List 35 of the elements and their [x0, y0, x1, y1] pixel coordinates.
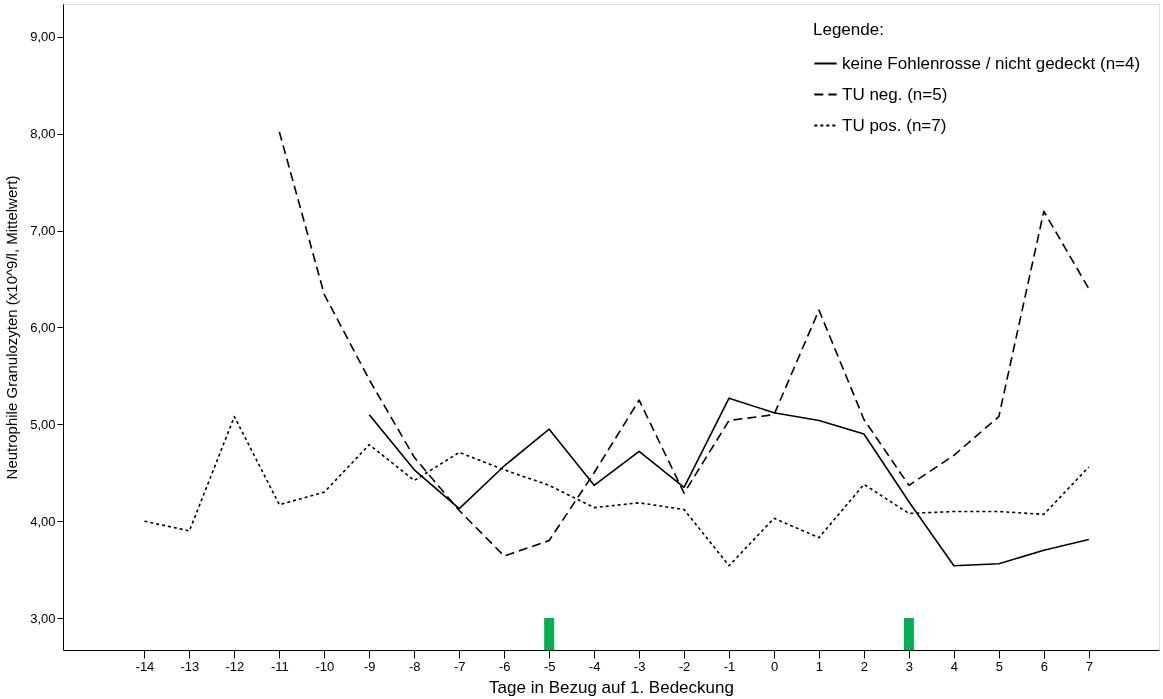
x-axis-title: Tage in Bezug auf 1. Bedeckung: [489, 677, 734, 697]
x-tick-label: -8: [408, 658, 421, 674]
x-tick-label: -12: [225, 658, 245, 674]
x-tick-label: -6: [498, 658, 511, 674]
x-tick-label: -13: [180, 658, 200, 674]
x-tick-label: -4: [588, 658, 601, 674]
legend-title: Legende:: [813, 20, 884, 39]
y-tick-label: 8,00: [30, 126, 56, 142]
x-tick-label: 1: [815, 658, 824, 674]
x-tick-label: 2: [860, 658, 869, 674]
x-tick-label: 0: [770, 658, 779, 674]
y-tick-label: 6,00: [30, 319, 56, 335]
y-tick-label: 9,00: [30, 29, 56, 45]
y-tick-label: 3,00: [30, 610, 56, 626]
x-tick-label: 5: [995, 658, 1003, 674]
x-tick-label: -7: [453, 658, 466, 674]
x-tick-label: 7: [1085, 658, 1093, 674]
x-tick-label: -1: [723, 658, 736, 674]
x-tick-label: 6: [1040, 658, 1048, 674]
y-tick-label: 7,00: [30, 223, 56, 239]
legend-label: TU pos. (n=7): [842, 115, 947, 135]
x-tick-label: -11: [270, 658, 289, 674]
y-tick-label: 5,00: [30, 416, 56, 432]
x-tick-label: -9: [364, 658, 376, 674]
x-tick-label: 3: [905, 658, 914, 674]
x-tick-label: -3: [633, 658, 646, 674]
legend-label: TU neg. (n=5): [842, 84, 948, 104]
x-tick-label: -14: [135, 658, 155, 674]
y-tick-label: 4,00: [30, 513, 56, 529]
x-tick-label: -5: [543, 658, 556, 674]
y-axis-title: Neutrophile Granulozyten (x10^9/l, Mittelwert): [3, 175, 21, 480]
x-tick-label: 4: [950, 658, 959, 674]
x-tick-label: -10: [315, 658, 335, 674]
legend-label: keine Fohlenrosse / nicht gedeckt (n=4): [842, 53, 1141, 73]
x-tick-label: -2: [678, 658, 691, 674]
